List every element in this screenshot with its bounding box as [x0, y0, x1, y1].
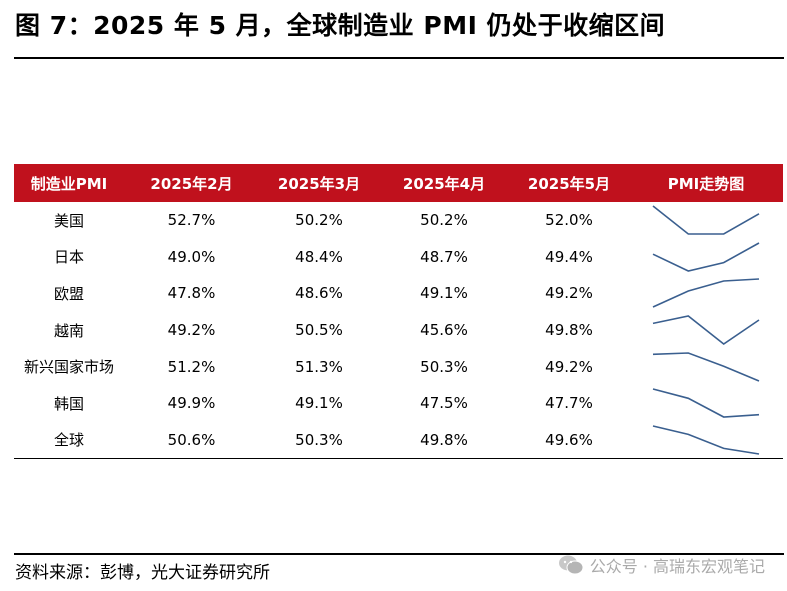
title-divider	[14, 57, 784, 59]
pmi-table: 制造业PMI 2025年2月 2025年3月 2025年4月 2025年5月 P…	[14, 164, 783, 460]
header-may: 2025年5月	[509, 164, 629, 202]
sparkline-path	[652, 388, 760, 419]
region-cell: 越南	[53, 321, 84, 340]
sparkline	[652, 315, 760, 346]
value-cell: 48.7%	[420, 247, 468, 266]
sparkline	[652, 388, 760, 419]
region-cell: 美国	[53, 211, 84, 230]
sparkline-path	[652, 242, 760, 272]
region-cell: 欧盟	[53, 284, 84, 303]
header-apr: 2025年4月	[379, 164, 509, 202]
table-row: 新兴国家市场 51.2% 51.3% 50.3% 49.2%	[14, 348, 783, 385]
value-cell: 49.0%	[167, 247, 216, 266]
trend-cell	[629, 202, 783, 239]
sparkline	[652, 425, 760, 455]
trend-cell	[629, 312, 783, 349]
header-trend: PMI走势图	[629, 164, 783, 202]
table-row: 越南 49.2% 50.5% 45.6% 49.8%	[14, 312, 783, 349]
value-cell: 50.3%	[420, 357, 468, 376]
value-cell: 50.2%	[295, 211, 343, 230]
value-cell: 50.3%	[259, 421, 379, 460]
region-cell: 日本	[53, 248, 84, 267]
region-cell: 韩国	[53, 394, 84, 413]
value-cell: 52.7%	[167, 211, 216, 230]
table-row: 美国 52.7% 50.2% 50.2% 52.0%	[14, 202, 783, 239]
sparkline	[652, 351, 760, 382]
sparkline-path	[652, 278, 760, 309]
header-region: 制造业PMI	[14, 164, 124, 202]
header-feb: 2025年2月	[124, 164, 259, 202]
value-cell: 49.8%	[379, 421, 509, 460]
source-note: 资料来源：彭博，光大证券研究所	[15, 563, 270, 583]
table-row: 欧盟 47.8% 48.6% 49.1% 49.2%	[14, 275, 783, 312]
sparkline-path	[652, 425, 760, 455]
table-row: 韩国 49.9% 49.1% 47.5% 47.7%	[14, 385, 783, 422]
sparkline-path	[652, 351, 760, 382]
value-cell: 49.1%	[295, 394, 343, 413]
value-cell: 50.5%	[295, 321, 343, 340]
value-cell: 49.9%	[167, 394, 216, 413]
value-cell: 47.7%	[545, 394, 593, 413]
value-cell: 47.8%	[167, 284, 216, 303]
value-cell: 49.6%	[509, 421, 629, 460]
value-cell: 49.2%	[545, 357, 593, 376]
value-cell: 49.2%	[167, 321, 216, 340]
sparkline	[652, 242, 760, 272]
trend-cell	[629, 385, 783, 422]
value-cell: 49.1%	[420, 284, 468, 303]
value-cell: 48.4%	[295, 247, 343, 266]
footer-divider	[14, 553, 784, 555]
value-cell: 49.8%	[545, 321, 593, 340]
watermark: 公众号 · 高瑞东宏观笔记	[558, 553, 765, 577]
value-cell: 49.2%	[545, 284, 593, 303]
region-cell: 新兴国家市场	[23, 358, 114, 377]
trend-cell	[629, 421, 783, 460]
sparkline	[652, 278, 760, 309]
value-cell: 50.6%	[124, 421, 259, 460]
value-cell: 50.2%	[420, 211, 468, 230]
sparkline	[652, 205, 760, 236]
table-row: 日本 49.0% 48.4% 48.7% 49.4%	[14, 239, 783, 276]
wechat-icon	[558, 555, 584, 575]
table-row: 全球 50.6% 50.3% 49.8% 49.6%	[14, 421, 783, 460]
sparkline-path	[652, 315, 760, 346]
value-cell: 49.4%	[545, 247, 593, 266]
trend-cell	[629, 275, 783, 312]
header-mar: 2025年3月	[259, 164, 379, 202]
watermark-text: 公众号 · 高瑞东宏观笔记	[589, 557, 765, 576]
value-cell: 48.6%	[295, 284, 343, 303]
region-cell: 全球	[14, 421, 124, 460]
value-cell: 51.2%	[167, 357, 216, 376]
table-header-row: 制造业PMI 2025年2月 2025年3月 2025年4月 2025年5月 P…	[14, 164, 783, 202]
trend-cell	[629, 348, 783, 385]
value-cell: 51.3%	[295, 357, 343, 376]
value-cell: 47.5%	[420, 394, 468, 413]
value-cell: 52.0%	[545, 211, 593, 230]
trend-cell	[629, 239, 783, 276]
value-cell: 45.6%	[420, 321, 468, 340]
sparkline-path	[652, 205, 760, 236]
figure-title: 图 7：2025 年 5 月，全球制造业 PMI 仍处于收缩区间	[15, 11, 666, 40]
